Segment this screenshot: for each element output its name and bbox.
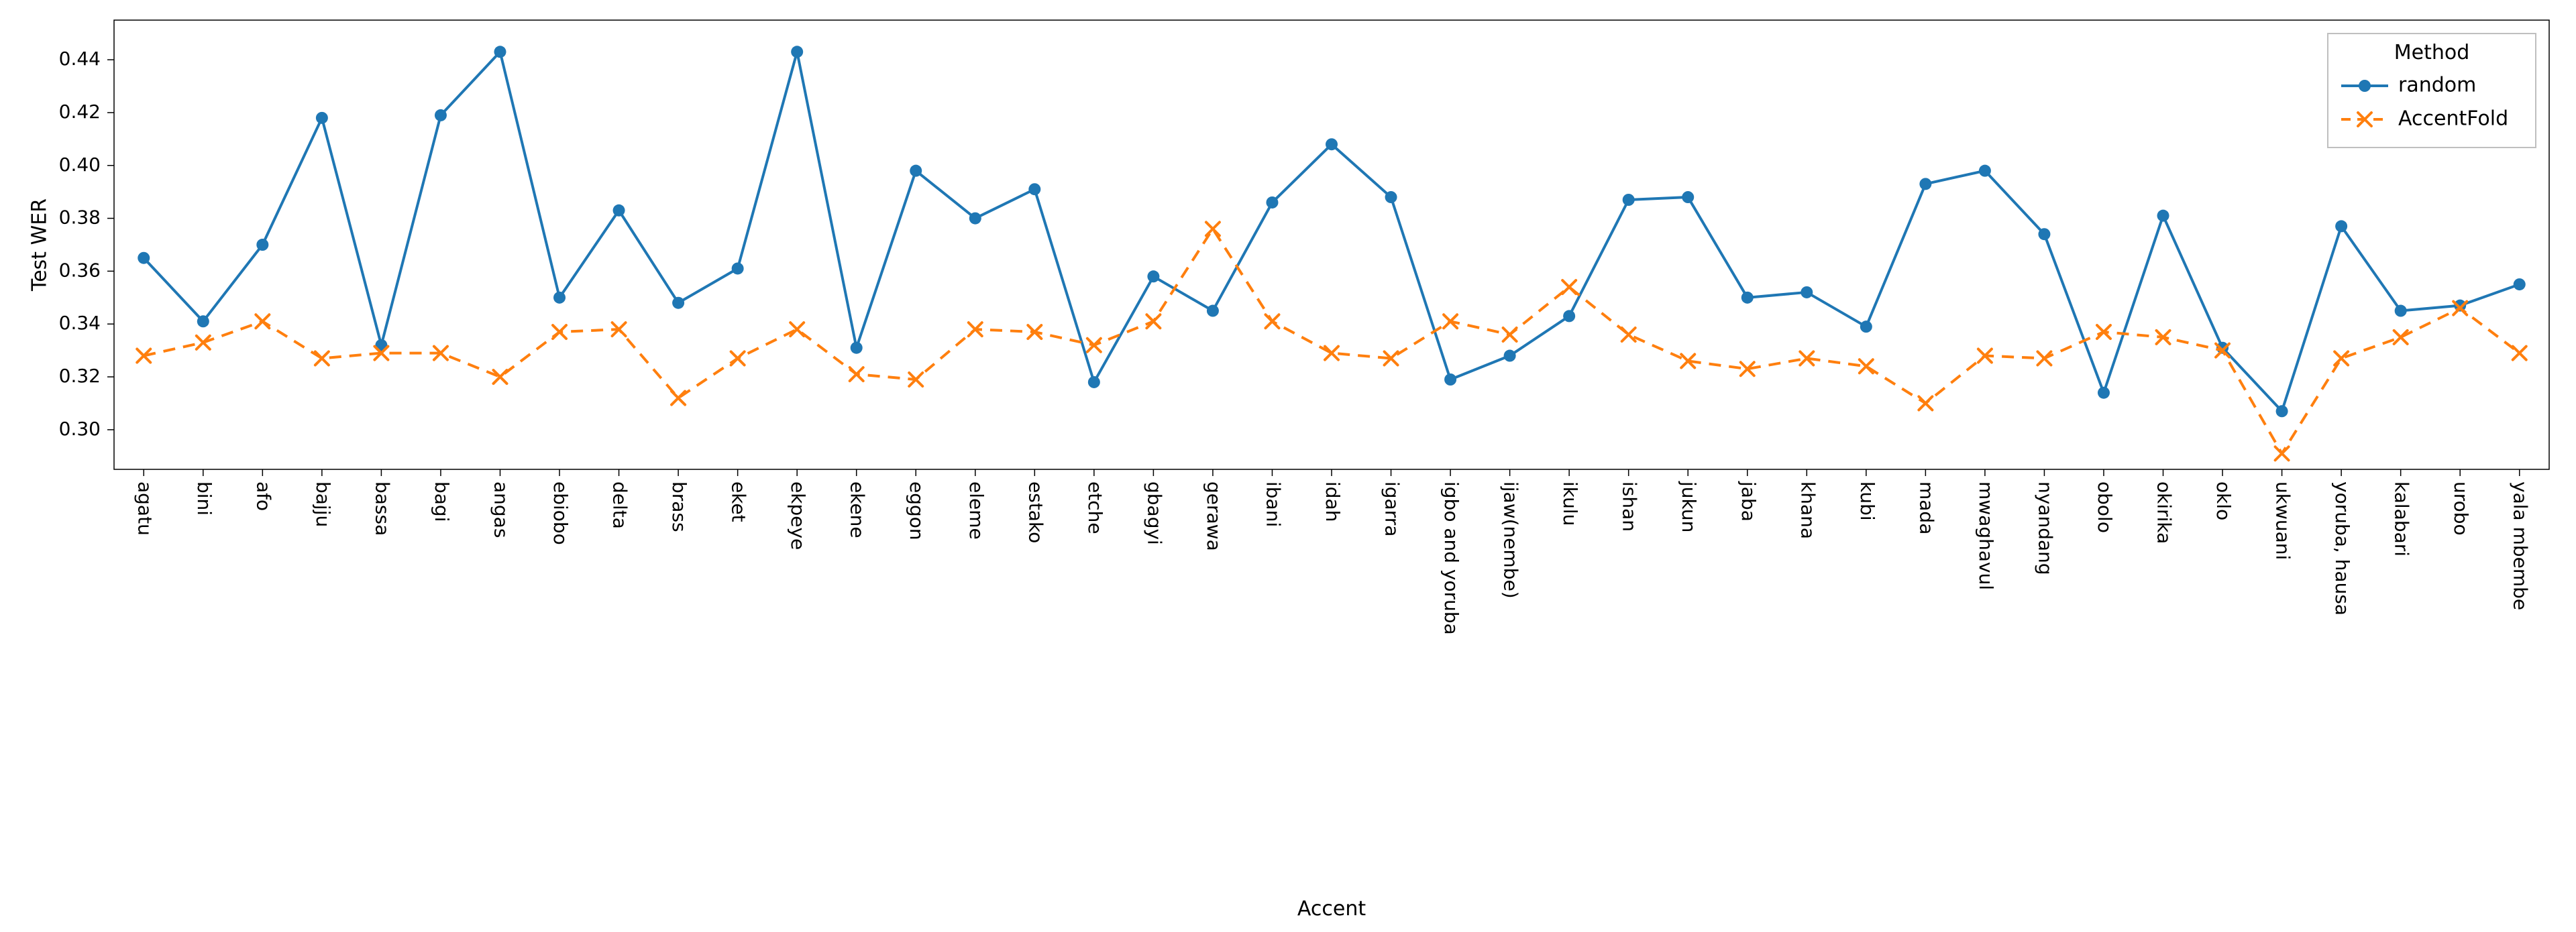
- data-point: [1147, 270, 1159, 282]
- x-tick-label: bassa: [371, 481, 393, 536]
- data-point: [1504, 350, 1516, 362]
- x-tick-label: bagi: [431, 481, 453, 522]
- data-point: [1623, 194, 1635, 206]
- y-tick-label: 0.42: [59, 101, 101, 123]
- data-point: [1266, 196, 1278, 209]
- y-tick-label: 0.38: [59, 207, 101, 229]
- data-point: [1919, 178, 1931, 190]
- x-tick-label: agatu: [133, 481, 156, 536]
- data-point: [1326, 138, 1338, 150]
- data-point: [2038, 228, 2050, 240]
- x-tick-label: yala mbembe: [2510, 481, 2532, 610]
- data-point: [732, 262, 744, 274]
- x-tick-label: delta: [609, 481, 631, 529]
- data-point: [553, 292, 566, 304]
- x-tick-label: estako: [1024, 481, 1046, 543]
- data-point: [494, 46, 506, 58]
- data-point: [1088, 376, 1100, 388]
- legend: Method random AccentFold: [2328, 34, 2536, 148]
- data-point: [791, 46, 803, 58]
- x-tick-label: eket: [728, 481, 750, 522]
- y-tick-label: 0.44: [59, 48, 101, 70]
- plot-area: [114, 20, 2549, 469]
- data-point: [969, 213, 981, 225]
- data-point: [1682, 191, 1694, 203]
- data-point: [1207, 305, 1219, 317]
- y-tick-label: 0.40: [59, 154, 101, 176]
- data-point: [1385, 191, 1397, 203]
- x-tick-label: ebiobo: [549, 481, 572, 545]
- x-tick-label: idah: [1322, 481, 1344, 522]
- x-tick-label: oklo: [2212, 481, 2235, 520]
- x-tick-label: ijaw(nembe): [1500, 481, 1522, 599]
- legend-item-label: random: [2398, 74, 2476, 97]
- x-tick-label: jukun: [1678, 481, 1700, 532]
- data-point: [1979, 165, 1991, 177]
- x-tick-label: ukwuani: [2272, 481, 2294, 560]
- data-point: [1444, 373, 1456, 386]
- x-tick-label: ibani: [1262, 481, 1284, 527]
- x-tick-label: yoruba, hausa: [2331, 481, 2353, 616]
- y-tick-label: 0.30: [59, 418, 101, 440]
- data-point: [138, 252, 150, 264]
- data-point: [435, 109, 447, 121]
- y-ticks: 0.30 0.32 0.34 0.36 0.38 0.40 0.42 0.44: [59, 48, 114, 440]
- x-tick-label: gbagyi: [1143, 481, 1165, 545]
- data-point: [613, 205, 625, 217]
- x-tick-label: bajju: [312, 481, 334, 527]
- x-tick-label: angas: [490, 481, 512, 538]
- x-tick-label: kubi: [1856, 481, 1878, 521]
- x-tick-label: eggon: [906, 481, 928, 540]
- x-tick-label: urobo: [2450, 481, 2472, 536]
- x-tick-label: eleme: [965, 481, 987, 540]
- data-point: [1028, 183, 1040, 195]
- x-tick-label: ekene: [847, 481, 869, 538]
- data-point: [851, 342, 863, 354]
- y-tick-label: 0.32: [59, 365, 101, 387]
- data-point: [2098, 387, 2110, 399]
- x-tick-label: gerawa: [1203, 481, 1225, 551]
- x-tick-label: obolo: [2094, 481, 2116, 533]
- x-tick-label: igarra: [1381, 481, 1403, 536]
- x-tick-label: etche: [1084, 481, 1106, 534]
- x-tick-label: mwaghavul: [1975, 481, 1997, 590]
- x-tick-label: khana: [1796, 481, 1819, 539]
- data-point: [1741, 292, 1754, 304]
- wer-by-accent-chart: 0.30 0.32 0.34 0.36 0.38 0.40 0.42 0.44 Test WER…: [0, 0, 2576, 932]
- x-tick-label: afo: [252, 481, 274, 511]
- x-ticks: agatu bini afo bajju bassa bagi angas ebiobo del…: [133, 469, 2531, 635]
- x-tick-label: ekpeye: [787, 481, 809, 550]
- data-point: [1860, 321, 1872, 333]
- data-point: [2395, 305, 2407, 317]
- x-tick-label: brass: [668, 481, 690, 532]
- data-point: [1563, 310, 1575, 322]
- legend-title: Method: [2394, 41, 2470, 64]
- x-axis-label: Accent: [1297, 897, 1366, 921]
- data-point: [2276, 405, 2288, 417]
- x-tick-label: nyandang: [2034, 481, 2056, 575]
- data-point: [2359, 80, 2371, 92]
- data-point: [910, 165, 922, 177]
- data-point: [197, 315, 209, 327]
- x-tick-label: ikulu: [1559, 481, 1581, 526]
- data-point: [256, 239, 268, 251]
- y-tick-label: 0.36: [59, 259, 101, 281]
- x-tick-label: igbo and yoruba: [1440, 481, 1462, 635]
- legend-item-label: AccentFold: [2398, 107, 2508, 131]
- y-tick-label: 0.34: [59, 312, 101, 334]
- data-point: [1801, 286, 1813, 298]
- data-point: [2157, 210, 2169, 222]
- chart-svg: 0.30 0.32 0.34 0.36 0.38 0.40 0.42 0.44 Test WER…: [0, 0, 2576, 932]
- x-tick-label: bini: [193, 481, 215, 516]
- x-tick-label: okirika: [2153, 481, 2176, 544]
- data-point: [672, 297, 684, 309]
- x-tick-label: ishan: [1619, 481, 1641, 532]
- data-point: [2514, 278, 2526, 290]
- x-tick-label: mada: [1915, 481, 1937, 534]
- data-point: [2335, 220, 2347, 232]
- data-point: [316, 112, 328, 124]
- x-tick-label: jaba: [1737, 481, 1760, 522]
- y-axis-label: Test WER: [28, 198, 52, 292]
- x-tick-label: kalabari: [2391, 481, 2413, 557]
